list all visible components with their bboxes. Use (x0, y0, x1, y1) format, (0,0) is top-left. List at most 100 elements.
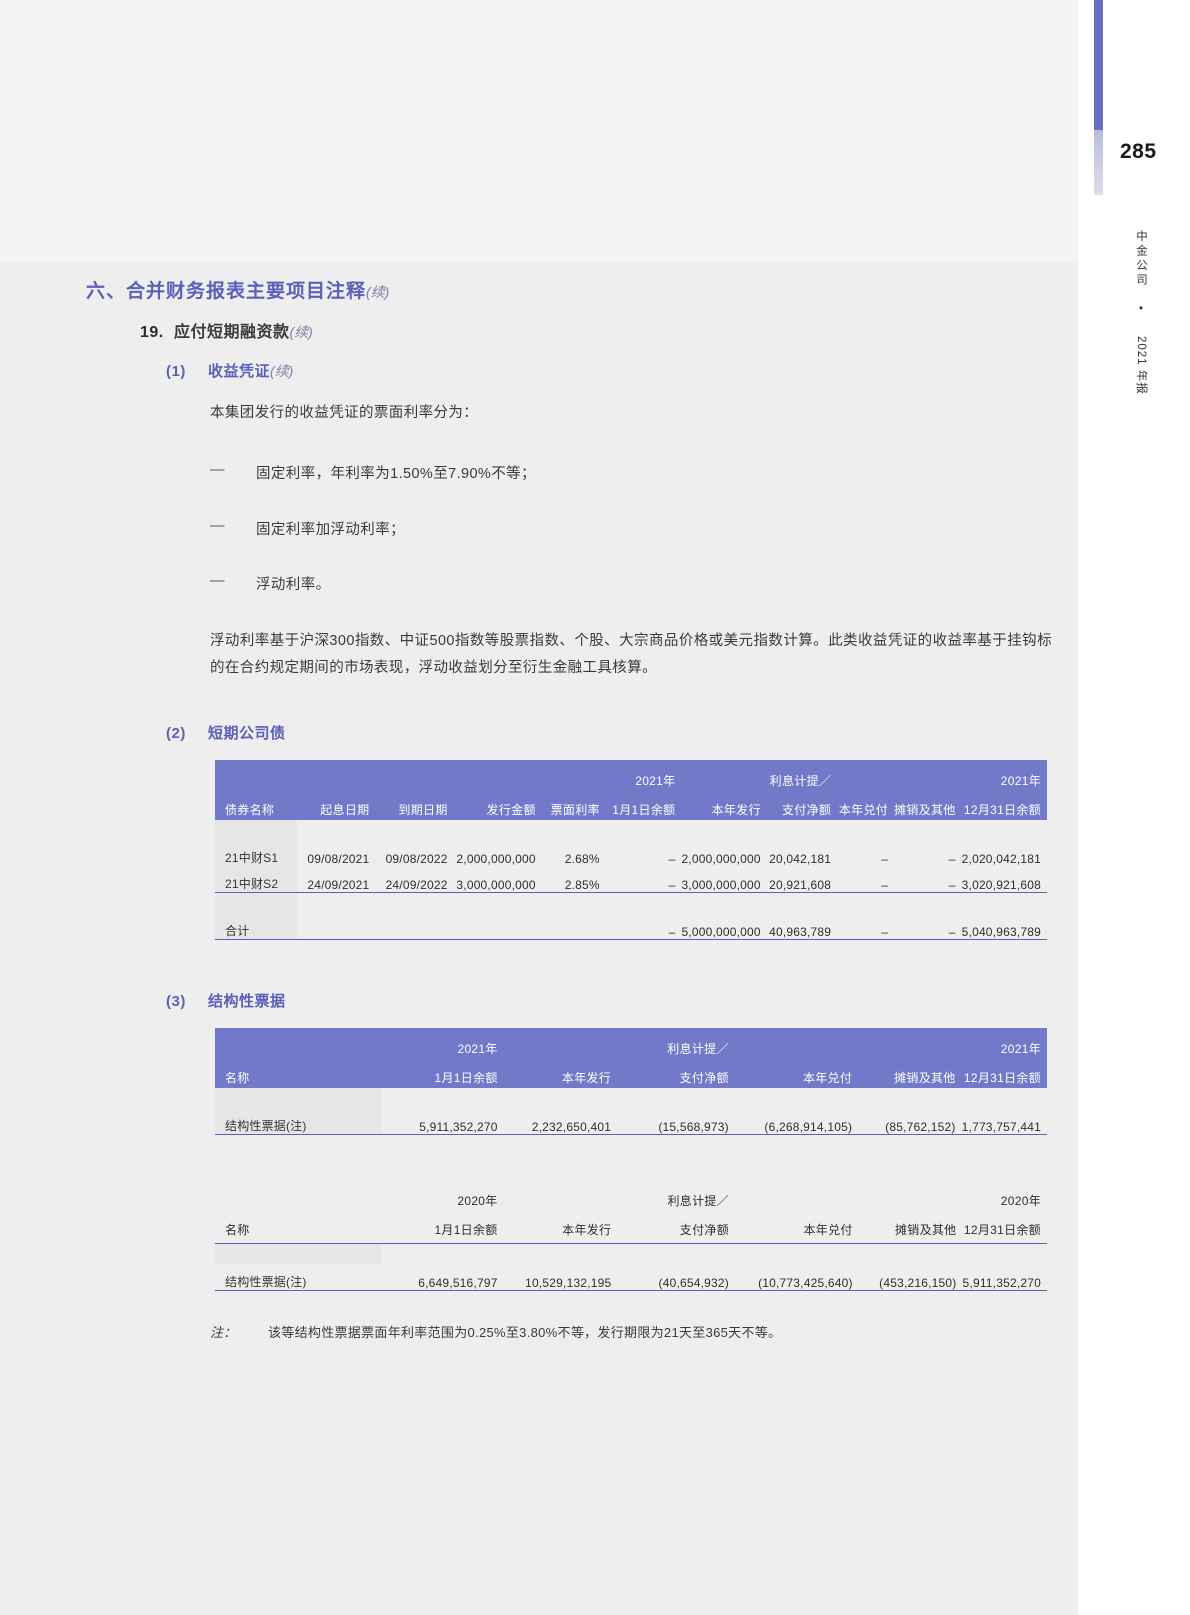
sn2021-header-top-1: 2021年 (380, 1028, 504, 1059)
bullet-item-2: — 固定利率加浮动利率； (210, 518, 405, 539)
sn2020-header-0: 名称 (215, 1211, 381, 1244)
sn2020-header-top-5 (859, 1180, 963, 1211)
bond-header-top-0 (215, 760, 298, 791)
bond-header-top-6 (681, 760, 767, 791)
bond-spacer-row (215, 820, 1047, 840)
bond-row-0-issue-amount: 2,000,000,000 (456, 852, 536, 866)
rail-tab-fade (1094, 130, 1103, 195)
structured-notes-2020-table: 2020年 利息计提／ 2020年 名称 1月1日余额 本年发行 支付净额 本年… (215, 1180, 1047, 1291)
bond-row-1-issued: 3,000,000,000 (681, 866, 767, 893)
rail-company-name: 中金公司 (1135, 230, 1147, 288)
sn2021-header-2: 本年发行 (503, 1059, 618, 1088)
sn2021-row-0-closing: 1,773,757,441 (961, 1108, 1047, 1135)
sn2020-header-top-6: 2020年 (1000, 1194, 1041, 1208)
sn2021-row-0-interest-net: (15,568,973) (617, 1108, 735, 1135)
sn2020-header-top-3: 利息计提／ (667, 1194, 729, 1208)
note-19-title: 应付短期融资款 (174, 324, 290, 341)
footnote-label: 注： (210, 1325, 237, 1340)
bond-header-0: 债券名称 (215, 791, 298, 820)
subsection-1-heading: (1) 收益凭证(续) (166, 360, 293, 381)
bond-header-2: 到期日期 (375, 791, 454, 820)
structured-notes-2020-table-wrapper: 2020年 利息计提／ 2020年 名称 1月1日余额 本年发行 支付净额 本年… (215, 1180, 1047, 1291)
table-row: 21中财S1 09/08/2021 09/08/2022 2,000,000,0… (215, 840, 1047, 866)
rail-running-header: 中金公司 • 2021 年报 (1130, 230, 1152, 395)
sn2020-header-2: 本年发行 (503, 1211, 618, 1244)
bond-row-0-opening: – (668, 852, 676, 866)
bond-row-0-amortisation: – (948, 852, 956, 866)
sn2021-row-0-redeemed: (6,268,914,105) (734, 1108, 859, 1135)
bond-total-issue-amount (453, 913, 542, 940)
bullet-item-1-text: 固定利率，年利率为1.50%至7.90%不等； (256, 466, 536, 482)
side-rail: 285 中金公司 • 2021 年报 (1078, 0, 1190, 1615)
bond-total-start-date (297, 913, 376, 940)
sn2020-row-0-issued: 10,529,132,195 (503, 1264, 618, 1291)
bond-row-1-interest-net: 20,921,608 (766, 866, 838, 893)
bond-header-top-10: 2021年 (961, 760, 1047, 791)
page-number: 285 (1120, 140, 1157, 163)
sn2021-header-6: 12月31日余额 (961, 1059, 1047, 1088)
page-background-top (0, 0, 1078, 262)
sn2021-header-top-3: 利息计提／ (617, 1028, 735, 1059)
subsection-3-number: (3) (166, 993, 186, 1010)
sn2021-header-top-0 (215, 1028, 381, 1059)
sn2021-header-3: 支付净额 (617, 1059, 735, 1088)
bond-row-1-due-date: 24/09/2022 (375, 866, 454, 893)
rail-separator: • (1135, 303, 1147, 321)
bond-header-8: 本年兑付 (837, 791, 895, 820)
bond-row-1-opening: – (605, 866, 682, 893)
bond-header-top-7: 利息计提／ (766, 760, 838, 791)
bond-header-top-8 (837, 760, 895, 791)
bond-header-7: 支付净额 (766, 791, 838, 820)
bond-header-1: 起息日期 (297, 791, 376, 820)
bond-header-top-3 (453, 760, 542, 791)
sn2020-header-top-1: 2020年 (457, 1194, 498, 1208)
sn2020-row-0-redeemed: (10,773,425,640) (735, 1264, 859, 1291)
bond-total-issued: 5,000,000,000 (681, 913, 767, 940)
bond-header-top-5: 2021年 (605, 760, 682, 791)
subsection-1-continued: (续) (270, 363, 294, 379)
bond-header-top-2 (375, 760, 454, 791)
bond-total-interest-net: 40,963,789 (766, 913, 838, 940)
bullet-dash-icon: — (210, 462, 225, 478)
bond-header-top-4 (541, 760, 606, 791)
subsection-2-title: 短期公司债 (208, 725, 286, 742)
bond-header-row-top: 2021年 利息计提／ 2021年 (215, 760, 1047, 791)
bullet-item-3-text: 浮动利率。 (256, 577, 331, 593)
subsection-2-heading: (2) 短期公司债 (166, 722, 286, 743)
sn2020-header-top-4 (735, 1180, 859, 1211)
sn2020-row-0-opening: 6,649,516,797 (380, 1264, 504, 1291)
bond-row-1-start-date: 24/09/2021 (297, 866, 376, 893)
section-heading-text: 六、合并财务报表主要项目注释 (86, 281, 367, 302)
bond-row-1-issue-amount: 3,000,000,000 (453, 866, 542, 893)
sn2021-header-row-top: 2021年 利息计提／ 2021年 (215, 1028, 1047, 1059)
sn2021-header-row-bottom: 名称 1月1日余额 本年发行 支付净额 本年兑付 摊销及其他 12月31日余额 (215, 1059, 1047, 1088)
bond-header-6: 本年发行 (681, 791, 767, 820)
sn2021-header-4: 本年兑付 (734, 1059, 859, 1088)
bond-total-amortisation: – (894, 913, 962, 940)
intro-paragraph: 本集团发行的收益凭证的票面利率分为： (210, 405, 479, 421)
subsection-3-title: 结构性票据 (208, 993, 286, 1010)
short-term-bond-table-wrapper: 2021年 利息计提／ 2021年 债券名称 起息日期 到期日期 发行金额 票面… (215, 760, 1047, 940)
sn2020-header-3: 支付净额 (617, 1211, 735, 1244)
rail-year: 2021 年报 (1135, 336, 1147, 395)
bond-row-1-coupon-rate: 2.85% (541, 866, 606, 893)
sn2021-row-0-name: 结构性票据(注) (215, 1108, 381, 1135)
sn2020-row-0-amortisation: (453,216,150) (858, 1264, 963, 1291)
bullet-dash-icon: — (210, 573, 225, 589)
sn2020-header-5: 摊销及其他 (858, 1211, 963, 1244)
table-row: 21中财S2 24/09/2021 24/09/2022 3,000,000,0… (215, 866, 1047, 893)
sn2021-header-top-4 (734, 1028, 859, 1059)
bond-header-5: 1月1日余额 (605, 791, 682, 820)
section-heading-continued: (续) (366, 284, 390, 300)
sn2020-spacer-row (215, 1243, 1047, 1264)
sn2020-header-row-bottom: 名称 1月1日余额 本年发行 支付净额 本年兑付 摊销及其他 12月31日余额 (215, 1211, 1047, 1244)
bond-total-closing: 5,040,963,789 (961, 913, 1047, 940)
bond-row-0-closing: 2,020,042,181 (961, 852, 1041, 866)
bond-row-0-due-date: 09/08/2022 (385, 852, 448, 866)
sn2020-header-6: 12月31日余额 (962, 1211, 1047, 1244)
bond-header-9: 摊销及其他 (894, 791, 962, 820)
bond-row-1-closing: 3,020,921,608 (961, 866, 1047, 893)
subsection-1-number: (1) (166, 363, 186, 380)
sn2021-header-5: 摊销及其他 (858, 1059, 962, 1088)
